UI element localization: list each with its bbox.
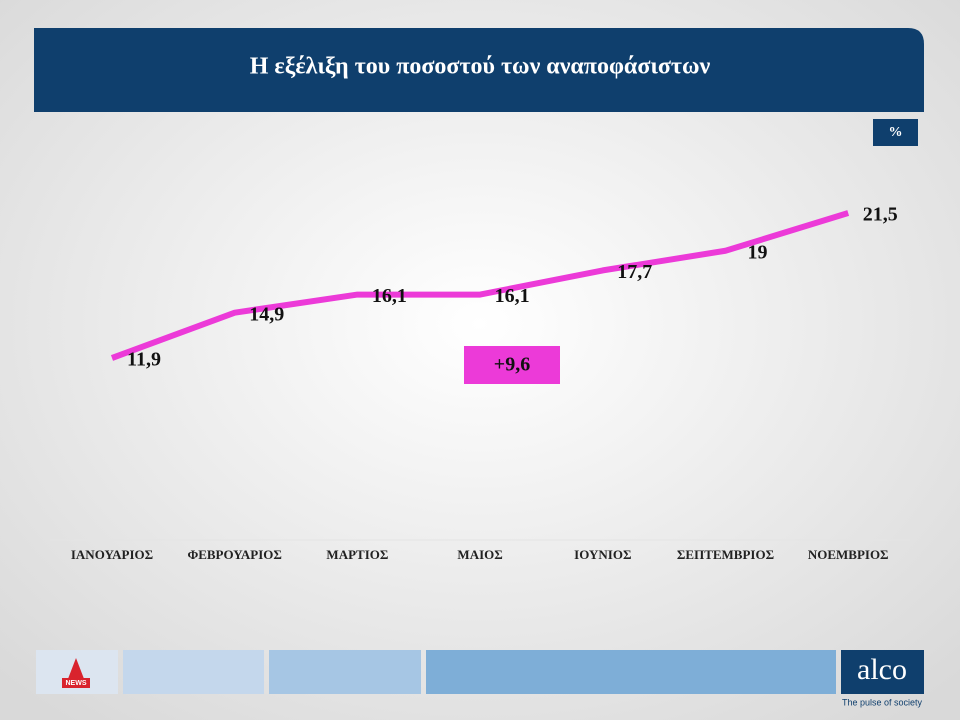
x-tick-label: ΙΟΥΝΙΟΣ — [574, 547, 631, 562]
annotation: +9,6 — [494, 354, 530, 376]
brand: alco — [857, 653, 907, 686]
data-line — [110, 210, 850, 361]
data-label: 16,1 — [372, 285, 407, 307]
footer: NEWS alco The pulse of society — [36, 650, 924, 707]
data-label: 14,9 — [249, 303, 284, 325]
footer-block — [123, 650, 264, 694]
data-label: 21,5 — [863, 204, 898, 226]
x-tick-label: ΦΕΒΡΟΥΑΡΙΟΣ — [187, 547, 282, 562]
annotation-box — [464, 346, 560, 384]
data-label: 19 — [748, 241, 768, 263]
footer-block — [426, 650, 836, 694]
news-logo: NEWS — [66, 680, 87, 687]
news-logo-bg — [62, 678, 90, 688]
data-label: 17,7 — [617, 261, 652, 283]
chart-title: Η εξέλιξη του ποσοστού των αναποφάσιστων — [250, 54, 711, 80]
tagline: The pulse of society — [842, 697, 923, 707]
brand-box — [841, 650, 924, 694]
x-tick-label: ΙΑΝΟΥΑΡΙΟΣ — [71, 547, 153, 562]
x-tick-label: ΜΑΡΤΙΟΣ — [326, 547, 388, 562]
x-tick-label: ΣΕΠΤΕΜΒΡΙΟΣ — [677, 547, 774, 562]
x-tick-label: ΝΟΕΜΒΡΙΟΣ — [808, 547, 889, 562]
data-label: 16,1 — [495, 285, 530, 307]
data-label: 11,9 — [127, 349, 161, 371]
news-logo-icon — [66, 658, 86, 684]
unit-box — [873, 119, 918, 146]
x-tick-label: ΜΑΙΟΣ — [457, 547, 502, 562]
footer-block — [269, 650, 421, 694]
title-bar — [34, 28, 924, 112]
unit-label: % — [889, 125, 903, 140]
